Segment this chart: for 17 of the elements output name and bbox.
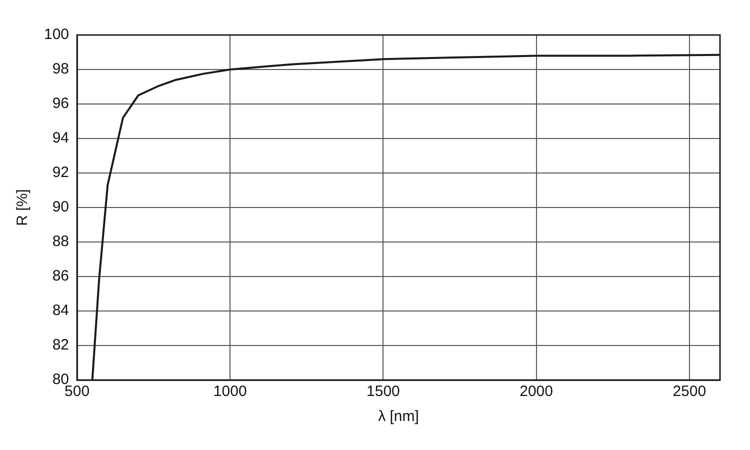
x-tick-label: 2000 bbox=[520, 383, 553, 400]
y-tick-label: 84 bbox=[52, 302, 70, 320]
y-tick-label: 96 bbox=[52, 95, 70, 112]
y-tick-label: 98 bbox=[52, 60, 70, 78]
y-tick-label: 82 bbox=[52, 336, 70, 354]
y-tick-label: 92 bbox=[52, 164, 70, 182]
x-tick-label: 2500 bbox=[672, 383, 706, 400]
y-tick-label: 94 bbox=[52, 130, 70, 147]
y-tick-label: 86 bbox=[52, 268, 70, 285]
x-axis-title: λ [nm] bbox=[378, 408, 419, 426]
y-tick-label: 90 bbox=[52, 198, 70, 216]
y-tick-label: 100 bbox=[44, 26, 70, 44]
x-tick-label: 500 bbox=[64, 383, 90, 400]
y-tick-label: 88 bbox=[52, 233, 70, 250]
y-axis-title: R [%] bbox=[14, 189, 32, 226]
x-tick-label: 1500 bbox=[366, 383, 400, 400]
x-tick-label: 1000 bbox=[213, 383, 247, 400]
